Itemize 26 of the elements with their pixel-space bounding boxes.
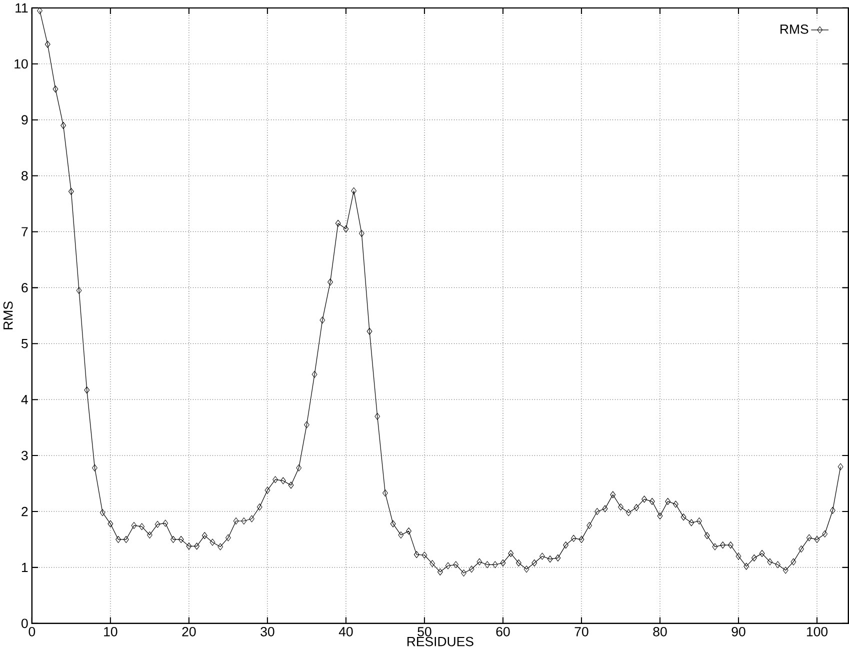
- x-tick-label: 30: [260, 626, 274, 636]
- y-tick-label: 0: [21, 618, 28, 628]
- y-tick-label: 10: [14, 59, 28, 68]
- x-tick-label: 60: [496, 626, 510, 636]
- y-tick-label: 9: [22, 115, 28, 124]
- x-tick-label: 80: [653, 626, 667, 636]
- y-tick-label: 6: [22, 282, 28, 292]
- y-tick-label: 8: [22, 170, 28, 180]
- x-tick-label: 10: [104, 626, 118, 636]
- x-tick-label: 20: [182, 626, 196, 636]
- y-tick-label: 2: [22, 506, 28, 516]
- y-tick-label: 1: [22, 562, 28, 572]
- y-tick-label: 5: [22, 338, 28, 348]
- x-tick-label: 40: [338, 626, 353, 636]
- x-tick-label: 70: [574, 626, 588, 636]
- legend-label: RMS: [780, 24, 808, 34]
- y-tick-label: 11: [16, 3, 28, 12]
- x-tick-label: 100: [806, 626, 828, 636]
- y-tick-label: 3: [21, 450, 28, 460]
- y-tick-label: 7: [22, 227, 28, 236]
- y-tick-label: 4: [21, 394, 28, 404]
- x-tick-label: 50: [418, 626, 432, 636]
- y-axis-title: RMS: [3, 301, 13, 330]
- x-axis-title: RESIDUES: [407, 636, 474, 646]
- x-tick-label: 90: [732, 626, 746, 636]
- x-tick-label: 0: [28, 626, 36, 636]
